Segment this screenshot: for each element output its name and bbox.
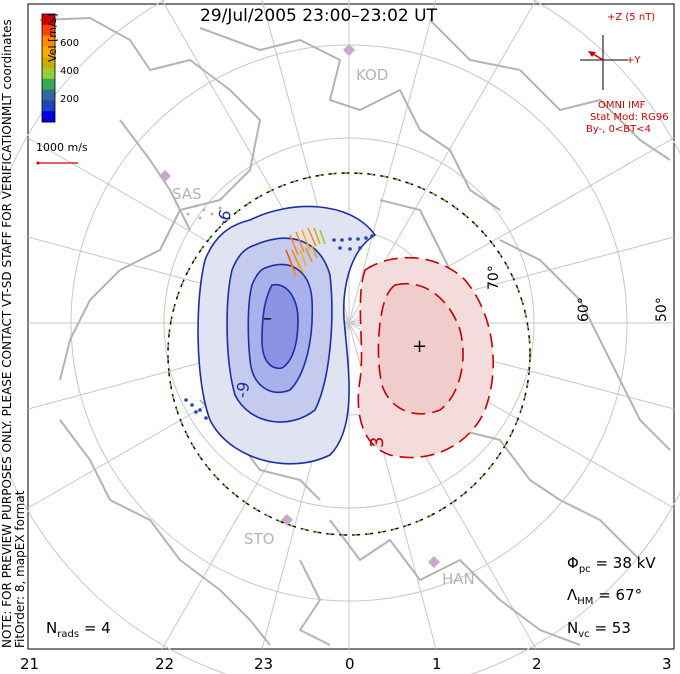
scale-tick-200: 200 xyxy=(60,94,80,105)
mlt-label-2: 2 xyxy=(532,655,542,673)
imf-condition: By-, 0<BT<4 xyxy=(586,124,652,135)
side-note: NOTE: FOR PREVIEW PURPOSES ONLY. PLEASE … xyxy=(0,112,14,648)
contour-label-pos: 3 xyxy=(367,436,388,448)
mlt-label-23: 23 xyxy=(254,655,274,673)
color-scale-swatch xyxy=(42,57,55,69)
map-title: 29/Jul/2005 23:00–23:02 UT xyxy=(200,6,437,26)
color-scale-swatch xyxy=(42,46,55,58)
imf-dial xyxy=(580,35,628,90)
velocity-vectors xyxy=(285,227,326,277)
potential-min-marker: – xyxy=(263,308,272,329)
station-sas: SAS xyxy=(172,185,202,203)
plot-frame xyxy=(27,3,675,650)
color-scale-swatch xyxy=(42,35,55,47)
color-scale-swatch xyxy=(42,78,55,91)
positive-potential-cell xyxy=(357,256,494,459)
potential-max-marker: + xyxy=(412,336,428,357)
latitude-label-70: 70° xyxy=(486,265,502,290)
scale-label: Vel [m/s] xyxy=(46,13,59,62)
scale-tick-600: 600 xyxy=(60,38,80,49)
color-scale-swatch xyxy=(42,100,55,112)
mlt-meridians xyxy=(27,0,675,650)
imf-z-label: +Z (5 nT) xyxy=(607,12,656,23)
color-scale-border xyxy=(41,13,56,123)
station-markers xyxy=(159,44,440,568)
contour-label-neg-bottom: -9 xyxy=(232,380,254,400)
grey-dots xyxy=(186,204,222,220)
mlt-label-21: 21 xyxy=(20,655,40,673)
color-scale-swatch xyxy=(42,68,55,80)
hm-boundary-green xyxy=(167,172,531,536)
stat-lambda-hm: ΛHM = 67° xyxy=(567,586,643,607)
scale-tick-400: 400 xyxy=(60,66,80,77)
imf-source: OMNI IMF xyxy=(598,100,646,111)
stat-phi-pc: Φpc = 38 kV xyxy=(567,554,656,575)
reference-vector-label: 1000 m/s xyxy=(36,141,88,154)
latitude-label-60: 60° xyxy=(576,297,592,322)
coastlines xyxy=(39,17,671,646)
imf-y-label: +Y xyxy=(626,55,641,66)
station-sto: STO xyxy=(244,530,275,548)
stat-n-rads: Nrads = 4 xyxy=(46,619,111,640)
stat-n-vc: Nvc = 53 xyxy=(567,619,631,640)
station-han: HAN xyxy=(442,570,475,588)
velocity-color-scale xyxy=(41,13,56,123)
mlt-label-1: 1 xyxy=(432,655,442,673)
color-scale-swatch xyxy=(42,89,55,101)
color-scale-swatch xyxy=(42,111,55,123)
fit-order-note: FitOrder: 8, mapEX format xyxy=(13,490,27,648)
color-scale-swatch xyxy=(42,14,55,26)
color-scale-swatch xyxy=(42,24,55,37)
mlt-label-3: 3 xyxy=(662,655,672,673)
vector-dots xyxy=(184,234,374,420)
coordinates-label: MLT coordinates xyxy=(0,19,14,116)
imf-model: Stat Mod: RG96 xyxy=(590,112,669,123)
mlt-label-22: 22 xyxy=(155,655,175,673)
station-kod: KOD xyxy=(356,66,389,84)
negative-potential-cell xyxy=(197,205,377,465)
latitude-label-50: 50° xyxy=(654,297,670,322)
mlt-label-0: 0 xyxy=(345,655,355,673)
